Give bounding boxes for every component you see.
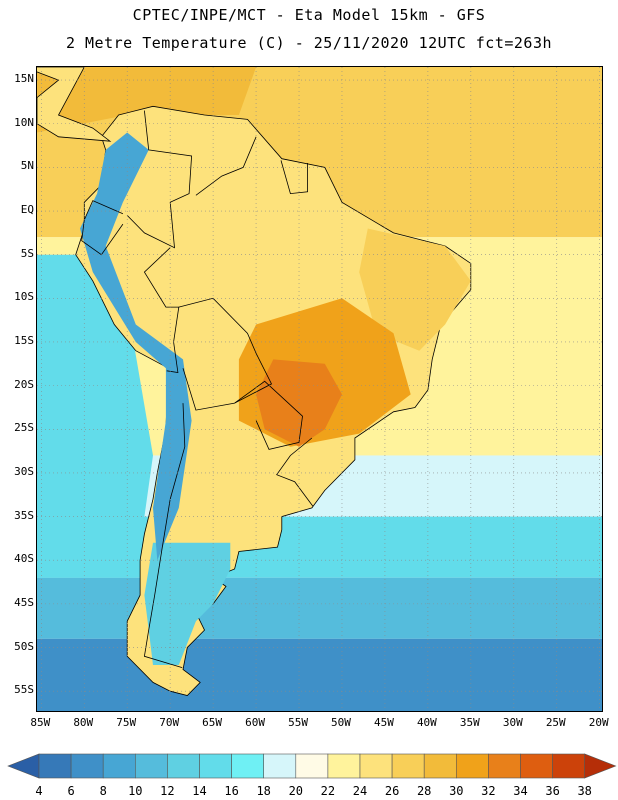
colorbar-swatch — [327, 753, 361, 779]
ocean-band-5 — [37, 638, 602, 711]
colorbar-swatch — [295, 753, 329, 779]
lon-tick-label: 50W — [331, 716, 351, 729]
lat-tick-label: 50S — [14, 639, 34, 653]
colorbar-swatch — [102, 753, 136, 779]
lat-tick-label: EQ — [20, 203, 34, 217]
map-subtitle: 2 Metre Temperature (C) - 25/11/2020 12U… — [65, 34, 553, 52]
lat-tick-label: 15N — [14, 72, 34, 86]
colorbar-swatch — [135, 753, 168, 779]
country-border-0 — [126, 110, 193, 249]
lat-tick-label: 20S — [14, 377, 34, 391]
lat-tick-label: 40S — [14, 552, 34, 566]
country-border-7 — [276, 437, 314, 507]
colorbar-tick-label: 12 — [160, 784, 175, 798]
lat-tick-label: 25S — [14, 421, 34, 435]
lon-tick-label: 20W — [588, 716, 609, 729]
lon-tick-label: 80W — [73, 716, 94, 729]
country-border-8 — [81, 200, 124, 256]
colorbar-swatch — [423, 753, 457, 779]
colorbar-tick-label: 30 — [449, 784, 464, 798]
colorbar-swatch — [552, 753, 585, 779]
colorbar-swatch — [199, 753, 232, 779]
lat-tick-label: 45S — [14, 595, 34, 609]
central-america-land — [37, 67, 112, 142]
colorbar-tick-label: 8 — [99, 784, 107, 798]
country-border-1 — [195, 136, 257, 196]
colorbar-min-arrow — [7, 753, 40, 779]
colorbar-tick-label: 22 — [320, 784, 336, 798]
colorbar-tick-label: 32 — [481, 784, 496, 798]
colorbar-tick-label: 18 — [256, 784, 271, 798]
colorbar-tick-label: 24 — [352, 784, 368, 798]
lon-tick-label: 85W — [30, 716, 51, 729]
lon-tick-label: 65W — [202, 716, 223, 729]
lon-tick-label: 45W — [373, 716, 394, 729]
lat-tick-label: 55S — [14, 683, 34, 697]
colorbar-tick-label: 6 — [67, 784, 75, 798]
temperature-map — [36, 66, 603, 712]
colorbar-swatch — [488, 753, 521, 779]
caribbean-region — [37, 67, 257, 133]
andes-zone — [80, 132, 192, 561]
colorbar-tick-label: 20 — [288, 784, 304, 798]
colorbar-swatch — [359, 753, 393, 779]
lat-tick-label: 10N — [14, 115, 34, 129]
lat-tick-label: 35S — [14, 508, 34, 522]
temperature-colorbar — [7, 753, 617, 779]
colorbar-tick-label: 34 — [513, 784, 528, 798]
lat-tick-label: 5N — [20, 159, 34, 173]
colorbar-swatch — [455, 753, 489, 779]
country-border-5 — [234, 380, 303, 450]
colorbar-swatch — [520, 753, 553, 779]
map-title: CPTEC/INPE/MCT - Eta Model 15km - GFS — [132, 6, 486, 24]
colorbar-swatch — [167, 753, 200, 779]
colorbar-tick-label: 36 — [545, 784, 560, 798]
colorbar-tick-label: 28 — [416, 784, 432, 798]
colorbar-tick-label: 16 — [224, 784, 239, 798]
country-border-2 — [280, 160, 309, 195]
colorbar-swatch — [231, 753, 265, 779]
country-border-4 — [178, 297, 273, 411]
lat-tick-label: 15S — [14, 333, 34, 347]
colorbar-tick-label: 14 — [192, 784, 207, 798]
lon-tick-label: 60W — [245, 716, 265, 729]
lon-tick-label: 30W — [502, 716, 523, 729]
colorbar-tick-label: 4 — [35, 784, 43, 798]
lat-tick-label: 30S — [14, 464, 34, 478]
colorbar-swatch — [263, 753, 297, 779]
colorbar-tick-label: 38 — [577, 784, 592, 798]
northeast-brazil-zone — [359, 228, 471, 351]
colorbar-tick-label: 26 — [384, 784, 400, 798]
map-canvas — [37, 67, 602, 711]
ocean-band-4 — [37, 577, 602, 639]
lat-tick-label: 5S — [20, 246, 34, 260]
colorbar-swatch — [70, 753, 104, 779]
lon-tick-label: 35W — [459, 716, 480, 729]
lon-tick-label: 75W — [116, 716, 137, 729]
colorbar-swatch — [38, 753, 72, 779]
patagonia-zone — [144, 542, 231, 665]
lon-tick-label: 55W — [288, 716, 308, 729]
colorbar-max-arrow — [584, 753, 617, 779]
lat-tick-label: 10S — [14, 290, 34, 304]
country-border-6 — [143, 403, 186, 668]
colorbar-tick-label: 10 — [128, 784, 143, 798]
lon-tick-label: 25W — [545, 716, 566, 729]
lon-tick-label: 40W — [416, 716, 437, 729]
lon-tick-label: 70W — [159, 716, 180, 729]
colorbar-swatch — [391, 753, 425, 779]
